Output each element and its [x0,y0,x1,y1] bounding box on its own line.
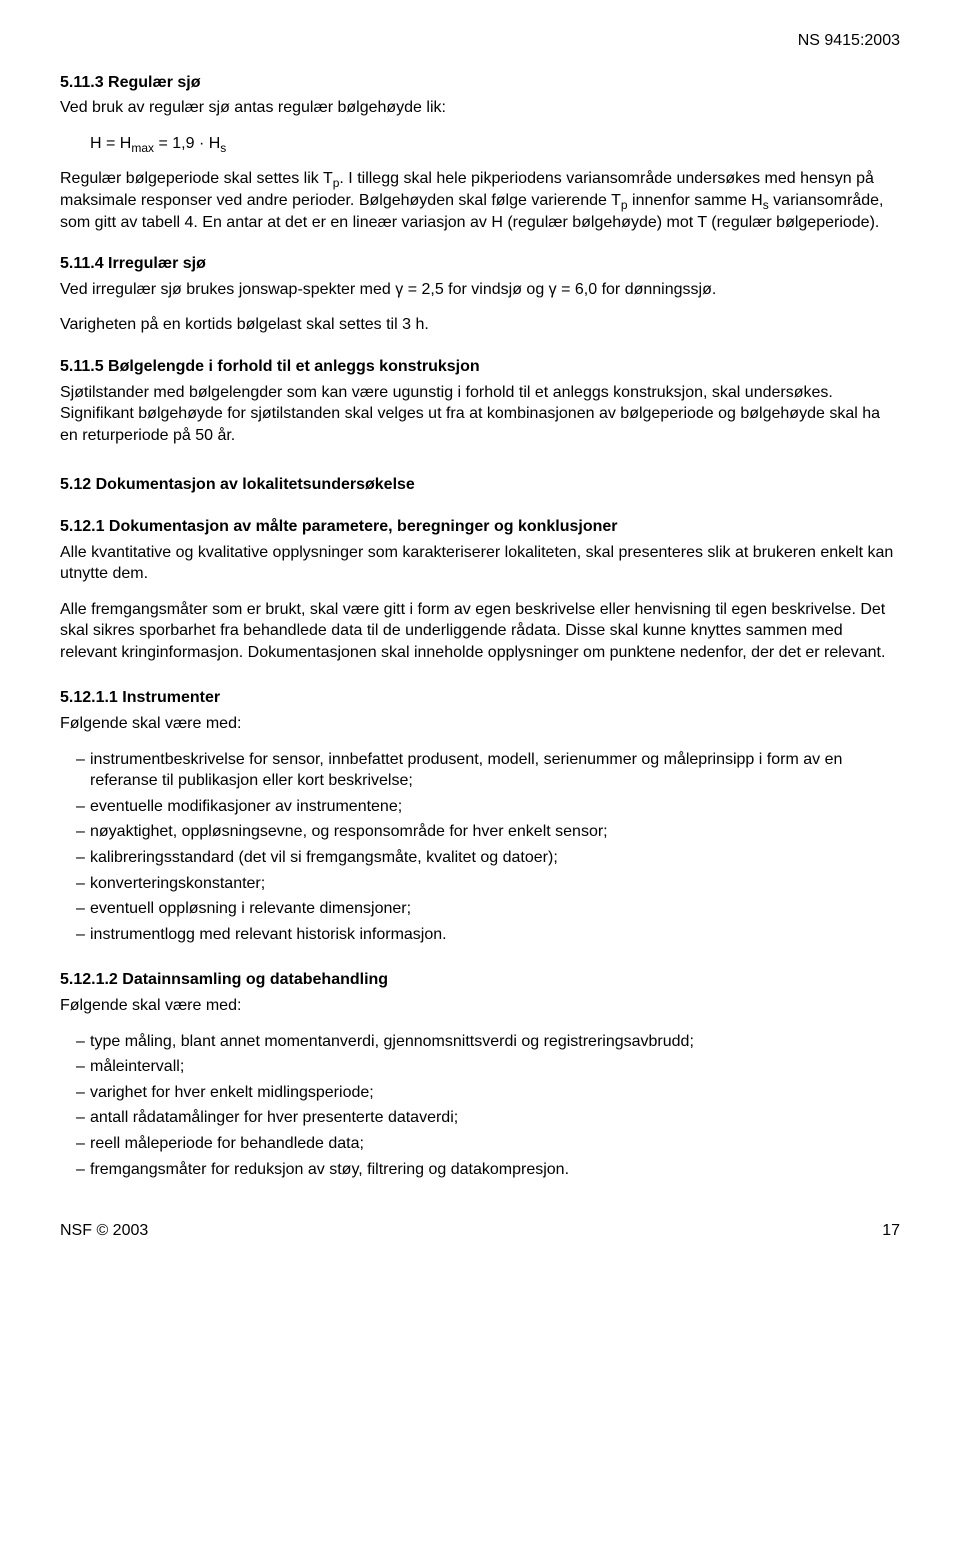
para-5-11-5-1: Sjøtilstander med bølgelengder som kan v… [60,382,900,447]
list-item: type måling, blant annet momentanverdi, … [76,1031,900,1053]
heading-5-11-4: 5.11.4 Irregulær sjø [60,253,900,275]
heading-5-12-1-1: 5.12.1.1 Instrumenter [60,687,900,709]
page-footer: NSF © 2003 17 [60,1220,900,1242]
standard-reference: NS 9415:2003 [60,30,900,52]
list-5-12-1-1: instrumentbeskrivelse for sensor, innbef… [60,749,900,946]
list-item: eventuelle modifikasjoner av instrumente… [76,796,900,818]
heading-5-12-1: 5.12.1 Dokumentasjon av målte parametere… [60,516,900,538]
heading-5-12: 5.12 Dokumentasjon av lokalitetsundersøk… [60,474,900,496]
formula-5-11-3: H = Hmax = 1,9 · Hs [90,133,900,155]
footer-page-number: 17 [882,1220,900,1242]
para-5-11-4-1: Ved irregulær sjø brukes jonswap-spekter… [60,279,900,301]
list-item: reell måleperiode for behandlede data; [76,1133,900,1155]
list-item: instrumentlogg med relevant historisk in… [76,924,900,946]
footer-copyright: NSF © 2003 [60,1220,148,1242]
list-item: eventuell oppløsning i relevante dimensj… [76,898,900,920]
para-5-11-3-2: Regulær bølgeperiode skal settes lik Tp.… [60,168,900,233]
list-item: konverteringskonstanter; [76,873,900,895]
list-item: antall rådatamålinger for hver presenter… [76,1107,900,1129]
list-item: instrumentbeskrivelse for sensor, innbef… [76,749,900,792]
heading-5-12-1-2: 5.12.1.2 Datainnsamling og databehandlin… [60,969,900,991]
heading-5-11-3: 5.11.3 Regulær sjø [60,72,900,94]
list-item: nøyaktighet, oppløsningsevne, og respons… [76,821,900,843]
intro-5-12-1-2: Følgende skal være med: [60,995,900,1017]
heading-5-11-5: 5.11.5 Bølgelengde i forhold til et anle… [60,356,900,378]
para-5-11-4-2: Varigheten på en kortids bølgelast skal … [60,314,900,336]
para-5-12-1-1: Alle kvantitative og kvalitative opplysn… [60,542,900,585]
list-item: måleintervall; [76,1056,900,1078]
list-item: kalibreringsstandard (det vil si fremgan… [76,847,900,869]
para-5-11-3-2a: Regulær bølgeperiode skal settes lik T [60,170,333,187]
para-5-12-1-2: Alle fremgangsmåter som er brukt, skal v… [60,599,900,664]
list-item: fremgangsmåter for reduksjon av støy, fi… [76,1159,900,1181]
para-5-11-3-1: Ved bruk av regulær sjø antas regulær bø… [60,97,900,119]
intro-5-12-1-1: Følgende skal være med: [60,713,900,735]
list-5-12-1-2: type måling, blant annet momentanverdi, … [60,1031,900,1181]
para-5-11-3-2c: innenfor samme H [628,192,763,209]
list-item: varighet for hver enkelt midlingsperiode… [76,1082,900,1104]
